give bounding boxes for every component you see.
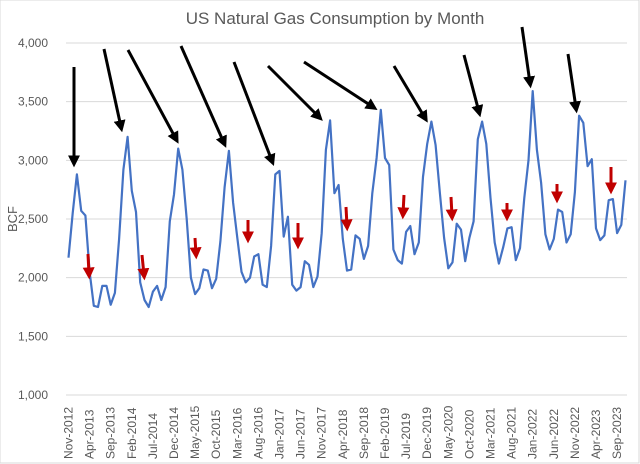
x-tick-label: Apr-2023 [589, 409, 603, 459]
y-tick-label: 3,000 [18, 153, 48, 167]
x-tick-label: Jun-2017 [294, 409, 308, 459]
summer-arrow [82, 253, 95, 280]
x-tick-label: Apr-2018 [336, 409, 350, 459]
y-tick-label: 2,500 [18, 212, 48, 226]
peak-arrow [266, 64, 323, 121]
x-tick-label: Dec-2019 [420, 407, 434, 459]
peak-arrow [392, 65, 428, 123]
y-tick-label: 1,500 [18, 329, 48, 343]
x-tick-label: Sep-2018 [357, 407, 371, 459]
summer-arrow [397, 194, 410, 220]
summer-arrow [340, 206, 353, 232]
x-tick-label: Apr-2013 [83, 409, 97, 459]
summer-arrow [137, 254, 150, 281]
x-tick-label: Jan-2022 [526, 409, 540, 459]
x-tick-label: Nov-2017 [315, 407, 329, 459]
x-tick-label: Nov-2012 [62, 407, 76, 459]
peak-arrow [179, 45, 227, 148]
x-tick-label: Mar-2021 [484, 407, 498, 459]
peak-arrow [520, 26, 536, 89]
y-tick-label: 2,000 [18, 271, 48, 285]
x-tick-label: Jul-2014 [146, 413, 160, 459]
x-tick-label: Nov-2022 [568, 407, 582, 459]
x-tick-label: Mar-2016 [230, 407, 244, 459]
peak-arrow [303, 60, 378, 110]
peak-arrow [232, 61, 276, 167]
x-tick-label: Dec-2014 [167, 407, 181, 459]
y-tick-label: 1,000 [18, 388, 48, 402]
x-tick-label: Jun-2022 [547, 409, 561, 459]
x-tick-label: Sep-2013 [104, 407, 118, 459]
peak-arrow [126, 49, 179, 144]
peak-arrow [462, 54, 484, 118]
x-tick-label: Aug-2016 [251, 407, 265, 459]
summer-arrow [189, 237, 202, 260]
y-tick-label: 3,500 [18, 95, 48, 109]
y-axis-label: BCF [5, 206, 20, 232]
x-tick-label: May-2020 [441, 405, 455, 459]
x-tick-label: Sep-2023 [610, 407, 624, 459]
y-tick-label: 4,000 [18, 36, 48, 50]
peak-arrow [102, 48, 126, 133]
x-tick-label: Oct-2015 [209, 409, 223, 459]
summer-arrow [445, 196, 458, 222]
x-tick-label: Jul-2019 [399, 413, 413, 459]
peak-arrow [566, 53, 581, 114]
chart-title: US Natural Gas Consumption by Month [186, 9, 485, 28]
x-tick-label: Aug-2021 [505, 407, 519, 459]
x-tick-label: May-2015 [188, 405, 202, 459]
x-tick-label: Jan-2017 [273, 409, 287, 459]
x-tick-label: Feb-2019 [378, 407, 392, 459]
x-tick-label: Oct-2020 [462, 409, 476, 459]
x-tick-label: Feb-2014 [125, 407, 139, 459]
